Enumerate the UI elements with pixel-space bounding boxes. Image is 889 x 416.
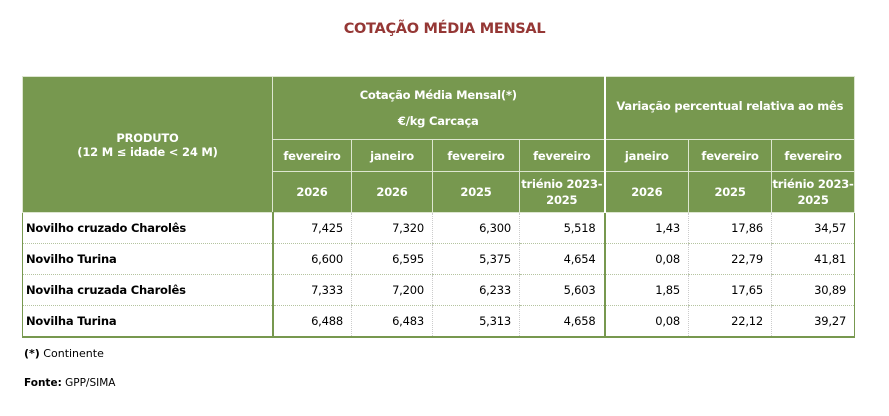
header-month: fevereiro bbox=[688, 139, 773, 172]
table-row: Novilho Turina 6,600 6,595 5,375 4,654 0,08 22… bbox=[22, 243, 856, 275]
value-cell: 41,81 bbox=[771, 243, 856, 275]
value-cell: 0,08 bbox=[604, 305, 689, 338]
value-cell: 1,43 bbox=[604, 212, 689, 244]
header-year: 2026 bbox=[351, 171, 433, 213]
value-cell: 17,86 bbox=[688, 212, 772, 244]
value-cell: 5,518 bbox=[518, 212, 606, 244]
value-cell: 6,233 bbox=[432, 274, 520, 306]
header-year: 2025 bbox=[432, 171, 520, 213]
value-cell: 7,200 bbox=[351, 274, 433, 306]
value-cell: 5,375 bbox=[432, 243, 520, 275]
value-cell: 6,600 bbox=[272, 243, 352, 275]
product-name: Novilha cruzada Charolês bbox=[22, 274, 274, 306]
value-cell: 0,08 bbox=[604, 243, 689, 275]
value-cell: 7,320 bbox=[351, 212, 433, 244]
value-cell: 30,89 bbox=[771, 274, 856, 306]
product-name: Novilho Turina bbox=[22, 243, 274, 275]
value-cell: 39,27 bbox=[771, 305, 856, 338]
product-name: Novilho cruzado Charolês bbox=[22, 212, 274, 244]
table-row: Novilha Turina 6,488 6,483 5,313 4,658 0,08 22… bbox=[22, 305, 856, 338]
value-cell: 5,313 bbox=[432, 305, 520, 338]
header-year: triénio 2023-2025 bbox=[771, 171, 856, 213]
value-cell: 22,12 bbox=[688, 305, 772, 338]
header-month: janeiro bbox=[351, 139, 433, 172]
value-cell: 1,85 bbox=[604, 274, 689, 306]
page-title: COTAÇÃO MÉDIA MENSAL bbox=[343, 21, 546, 37]
value-cell: 22,79 bbox=[688, 243, 772, 275]
table-row: Novilho cruzado Charolês 7,425 7,320 6,300 5… bbox=[22, 212, 856, 244]
value-cell: 5,603 bbox=[518, 274, 606, 306]
value-cell: 7,425 bbox=[272, 212, 352, 244]
value-cell: 34,57 bbox=[771, 212, 856, 244]
source: Fonte: GPP/SIMA bbox=[24, 377, 116, 389]
table-row: Novilha cruzada Charolês 7,333 7,200 6,233 5… bbox=[22, 274, 856, 306]
value-cell: 7,333 bbox=[272, 274, 352, 306]
header-year: triénio 2023-2025 bbox=[518, 171, 606, 213]
header-variacao: Variação percentual relativa ao mês bbox=[604, 76, 856, 140]
header-year: 2025 bbox=[688, 171, 773, 213]
value-cell: 6,488 bbox=[272, 305, 352, 338]
value-cell: 17,65 bbox=[688, 274, 772, 306]
header-month: janeiro bbox=[604, 139, 690, 172]
value-cell: 4,658 bbox=[518, 305, 606, 338]
header-year: 2026 bbox=[272, 171, 352, 213]
value-cell: 6,300 bbox=[432, 212, 520, 244]
header-year: 2026 bbox=[604, 171, 690, 213]
value-cell: 4,654 bbox=[518, 243, 606, 275]
header-produto: PRODUTO (12 M ≤ idade < 24 M) bbox=[22, 76, 273, 213]
header-month: fevereiro bbox=[272, 139, 352, 172]
price-table: PRODUTO (12 M ≤ idade < 24 M) Cotação Méd… bbox=[22, 76, 856, 338]
header-cotacao: Cotação Média Mensal(*) €/kg Carcaça bbox=[271, 76, 606, 140]
value-cell: 6,483 bbox=[351, 305, 433, 338]
footnote: (*) Continente bbox=[24, 347, 104, 360]
header-month: fevereiro bbox=[518, 139, 606, 172]
product-name: Novilha Turina bbox=[22, 305, 274, 338]
value-cell: 6,595 bbox=[351, 243, 433, 275]
header-month: fevereiro bbox=[771, 139, 856, 172]
header-month: fevereiro bbox=[432, 139, 520, 172]
